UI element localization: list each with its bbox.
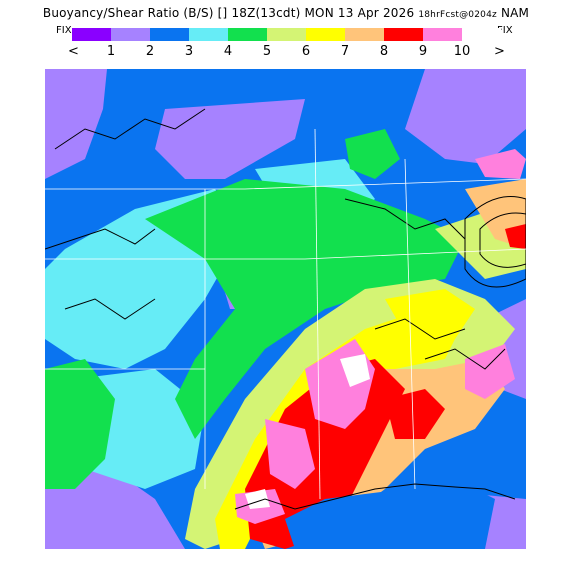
shade-level-4-north <box>345 129 400 179</box>
contour-line-southwest <box>64 298 156 320</box>
shade-level-1-northwest <box>45 69 107 179</box>
shade-level-8-northeast <box>505 224 526 249</box>
legend-swatch <box>267 28 306 41</box>
legend-swatch <box>228 28 267 41</box>
legend-swatch <box>150 28 189 41</box>
forecast-time: 18hrFcst@0204z <box>418 10 497 20</box>
shade-level-1-northeast <box>405 69 526 164</box>
shade-level-8-east <box>385 389 445 439</box>
legend-swatch <box>72 28 111 41</box>
contour-line-west <box>45 228 156 250</box>
legend-tick-label: 8 <box>379 44 389 59</box>
map-title: Buoyancy/Shear Ratio (B/S) [] 18Z(13cdt)… <box>0 6 572 20</box>
legend-tick-label: 5 <box>262 44 272 59</box>
shade-level-9-south <box>265 419 315 489</box>
legend-swatch <box>189 28 228 41</box>
contour-ring-northeast-outer <box>464 196 526 288</box>
legend-swatch <box>462 28 501 41</box>
legend-tick-label: 3 <box>184 44 194 59</box>
forecast-map <box>45 69 526 549</box>
legend-swatch <box>423 28 462 41</box>
shade-level-1-south <box>45 464 185 549</box>
fix-right-button[interactable]: FIX <box>497 25 513 36</box>
legend-tick-label: 9 <box>418 44 428 59</box>
shade-level-1-north <box>155 99 305 179</box>
contour-line-northwest <box>54 108 206 150</box>
fix-left-button[interactable]: FIX <box>56 25 72 36</box>
legend-tick-label: 2 <box>145 44 155 59</box>
next-arrow-button[interactable]: > <box>494 44 505 59</box>
shade-level-2-gulf <box>285 489 495 549</box>
color-legend <box>72 28 501 41</box>
state-border-vertical-c <box>404 158 416 490</box>
legend-tick-label: 4 <box>223 44 233 59</box>
state-border-north <box>45 178 526 190</box>
model-name: NAM <box>500 6 530 20</box>
prev-arrow-button[interactable]: < <box>68 44 79 59</box>
legend-tick-label: 1 <box>106 44 116 59</box>
legend-tick-label: 10 <box>453 44 471 59</box>
shade-level-4-band <box>145 179 465 439</box>
legend-swatch <box>384 28 423 41</box>
contour-line-south <box>374 318 466 340</box>
state-border-central <box>45 248 526 260</box>
shade-level-9-east <box>465 344 515 399</box>
contour-line-east <box>424 348 506 370</box>
map-canvas <box>45 69 526 549</box>
legend-swatch <box>345 28 384 41</box>
shade-level-6-east <box>385 289 475 339</box>
contour-line-central <box>344 198 466 240</box>
legend-swatch <box>111 28 150 41</box>
contour-ring-northeast-inner <box>479 212 526 268</box>
legend-tick-label: 7 <box>340 44 350 59</box>
shade-level-9-northeast <box>475 149 526 179</box>
legend-swatch <box>306 28 345 41</box>
legend-tick-label: 6 <box>301 44 311 59</box>
title-text: Buoyancy/Shear Ratio (B/S) [] 18Z(13cdt)… <box>42 6 415 20</box>
state-border-vertical-b <box>314 128 321 500</box>
shade-level-10-core <box>340 354 370 387</box>
coastline <box>234 483 516 510</box>
shade-level-4-west <box>45 359 115 489</box>
